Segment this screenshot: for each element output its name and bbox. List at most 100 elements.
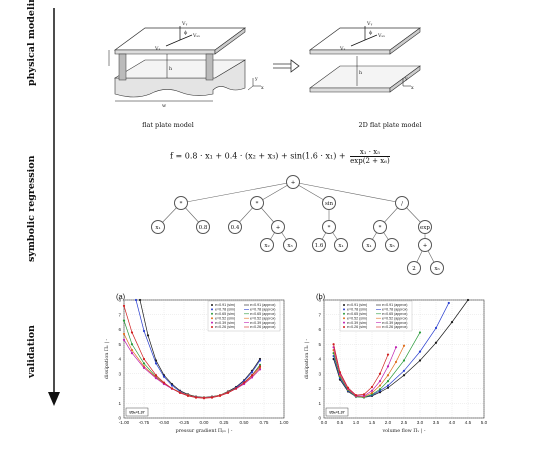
y-tick-label: 1 <box>118 401 121 406</box>
y-axis-label: dissipation Πₑ | - <box>104 338 110 379</box>
y-tick-label: 1 <box>318 401 321 406</box>
data-point-e=0.39 <box>122 338 126 341</box>
x-tick-label: 2.0 <box>385 420 392 425</box>
data-point-e=0.26 <box>346 386 350 389</box>
y-tick-label: 7 <box>118 312 121 317</box>
legend-entry-approx: e=0.26 (approx) <box>382 325 407 329</box>
legend-marker <box>211 304 213 306</box>
data-point-e=0.26 <box>194 396 198 399</box>
data-point-e=0.52 <box>402 344 406 347</box>
tree-node-exp: exp <box>418 220 432 234</box>
tree-node-x5: x₅ <box>385 238 399 252</box>
flat-plate-2d-caption: 2D flat plate model <box>358 121 422 129</box>
data-point-e=0.39 <box>142 366 146 369</box>
data-point-e=0.52 <box>386 374 390 377</box>
label-vx-left: Vₛₓ <box>192 33 200 39</box>
tree-node-x1-a: x₁ <box>151 220 165 234</box>
data-point-e=0.39 <box>370 389 374 392</box>
formula-lhs: f = 0.8 · x₁ + 0.4 · (x₂ + x₃) + sin(1.6… <box>170 151 346 161</box>
y-axis-label: dissipation Πₑ | - <box>304 338 310 379</box>
legend-box <box>207 300 281 332</box>
formula-fraction: x₁ · x₅ exp(2 + x₆) <box>350 148 390 165</box>
data-point-e=0.52 <box>130 349 134 352</box>
y-tick-label: 8 <box>318 298 321 303</box>
tree-node-x3: x₃ <box>283 238 297 252</box>
data-point-e=0.78 <box>447 301 450 305</box>
tree-node-mul-b: * <box>250 196 264 210</box>
label-phi-right: ϕ <box>369 30 373 36</box>
y-tick-label: 4 <box>318 357 321 362</box>
data-point-e=0.26 <box>370 385 374 389</box>
y-tick-label: 8 <box>118 298 121 303</box>
x-tick-label: -0.75 <box>139 420 150 425</box>
legend-entry-approx: e=0.65 (approx) <box>250 312 275 316</box>
tree-node-mul-c: * <box>322 220 336 234</box>
y-tick-label: 6 <box>118 327 121 332</box>
data-point-e=0.78 <box>386 384 390 387</box>
label-h-left: h <box>169 66 172 72</box>
legend-entry-approx: e=0.26 (approx) <box>250 325 275 329</box>
x-tick-label: 3.0 <box>417 420 424 425</box>
data-point-e=0.39 <box>394 346 398 349</box>
y-tick-label: 5 <box>118 342 121 347</box>
data-point-e=0.26 <box>178 391 182 395</box>
legend-entry-approx: e=0.78 (approx) <box>250 308 275 312</box>
data-point-e=0.26 <box>338 371 342 374</box>
data-point-e=0.39 <box>258 368 262 371</box>
x-tick-label: 0.75 <box>260 420 269 425</box>
legend-entry-sim: e=0.26 (sim) <box>215 325 235 329</box>
formula-denominator: exp(2 + x₆) <box>350 157 390 165</box>
legend-marker <box>343 304 345 306</box>
series-line-e=0.26 <box>333 344 389 396</box>
y-tick-label: 4 <box>118 357 121 362</box>
y-tick-label: 0 <box>318 416 321 421</box>
data-point-e=0.91 <box>402 374 406 377</box>
data-point-e=0.39 <box>250 376 254 379</box>
y-tick-label: 3 <box>318 371 321 376</box>
label-vsx-left: Vₓ <box>154 46 161 52</box>
legend-entry-approx: e=0.39 (approx) <box>250 321 275 325</box>
y-tick-label: 5 <box>318 342 321 347</box>
tree-node-x1-d: x₁ <box>362 238 376 252</box>
data-point-e=0.26 <box>226 391 230 395</box>
data-point-e=0.65 <box>130 343 134 346</box>
physical-model-diagram: Vᵧ Vₛₓ Vₓ ϕ h w y x Vᵧ Vₛₓ Vₓ ϕ h y x <box>108 21 422 109</box>
label-vsx-right: Vₓ <box>339 46 346 52</box>
data-point-e=0.65 <box>418 331 422 334</box>
flat-plate-2d-model <box>308 26 422 93</box>
data-point-e=0.78 <box>142 329 146 333</box>
legend-marker <box>211 317 213 320</box>
y-tick-label: 7 <box>318 312 321 317</box>
legend-marker <box>211 312 213 315</box>
tree-node-plus-d: + <box>418 238 432 252</box>
x-tick-label: -0.50 <box>159 420 170 425</box>
flat-plate-model <box>108 26 261 102</box>
tree-node-div: / <box>395 196 409 210</box>
data-point-e=0.26 <box>242 381 246 384</box>
data-point-e=0.91 <box>146 334 150 337</box>
x-tick-label: 0.5 <box>337 420 344 425</box>
legend-marker <box>211 321 213 324</box>
label-x-left: x <box>261 86 264 91</box>
annotation-badge: t/Dₕ=1.37 <box>329 411 344 415</box>
legend-entry-sim: e=0.52 (sim) <box>215 316 235 320</box>
data-point-e=0.65 <box>142 362 146 365</box>
label-w-left: w <box>162 104 167 109</box>
y-tick-label: 2 <box>318 386 321 391</box>
data-point-e=0.91 <box>418 359 422 362</box>
tree-node-2: 2 <box>407 261 421 275</box>
label-vy-right: Vᵧ <box>366 21 372 27</box>
chart-b-volume-flow: 0.0 0.5 1.0 1.5 2.0 2.5 3.0 3.5 4.0 4.5 5.0 0 1 2 3 4 5 6… <box>304 298 488 434</box>
data-point-e=0.78 <box>154 362 158 365</box>
tree-node-root: + <box>286 175 300 189</box>
data-point-e=0.78 <box>170 384 174 387</box>
legend-marker <box>343 321 345 324</box>
data-point-e=0.26 <box>186 394 190 397</box>
transform-arrow-icon <box>273 59 300 73</box>
legend-marker <box>211 326 213 328</box>
label-y-right: y <box>404 77 408 82</box>
progress-arrow <box>48 8 60 406</box>
tree-node-x6: x₆ <box>430 261 444 275</box>
data-point-e=0.65 <box>122 319 126 322</box>
legend-entry-sim: e=0.52 (sim) <box>347 316 367 320</box>
